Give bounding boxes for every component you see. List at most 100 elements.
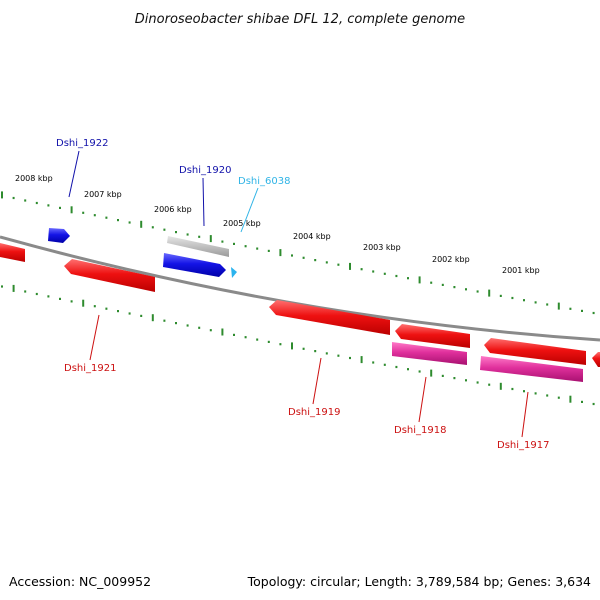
gene-label-dshi-1918[interactable]: Dshi_1918	[394, 425, 446, 436]
minor-tick	[314, 259, 317, 262]
gene-dshi-1917-arrow[interactable]	[480, 356, 583, 382]
major-tick	[151, 314, 154, 322]
minor-tick	[244, 245, 247, 248]
gene-label-dshi-6038[interactable]: Dshi_6038	[238, 176, 290, 187]
major-tick	[209, 235, 212, 243]
leader-dshi-1921	[89, 314, 100, 361]
major-tick	[499, 382, 502, 390]
minor-tick	[256, 338, 259, 341]
minor-tick	[82, 211, 85, 214]
scale-label-2006: 2006 kbp	[154, 205, 192, 214]
minor-tick	[105, 307, 108, 310]
minor-tick	[117, 219, 119, 222]
gene-dshi-1920-pseudo-arrow[interactable]	[167, 236, 229, 257]
minor-tick	[12, 196, 15, 200]
gene-dshi-1919-arrow[interactable]	[269, 300, 390, 335]
minor-tick	[70, 300, 73, 303]
minor-tick	[93, 305, 96, 308]
minor-tick	[24, 199, 27, 202]
minor-tick	[407, 368, 409, 371]
minor-tick	[430, 281, 433, 284]
minor-tick	[128, 221, 131, 224]
scale-label-2002: 2002 kbp	[432, 255, 470, 264]
scale-label-2001: 2001 kbp	[502, 266, 540, 275]
genome-summary-text: Topology: circular; Length: 3,789,584 bp…	[247, 574, 591, 589]
leader-dshi-1918	[418, 376, 427, 423]
minor-tick	[569, 307, 572, 310]
minor-tick	[325, 261, 328, 264]
minor-tick	[314, 350, 317, 353]
accession-text: Accession: NC_009952	[9, 574, 151, 589]
minor-tick	[302, 256, 305, 259]
major-tick	[70, 206, 73, 214]
genome-backbone	[0, 235, 600, 342]
major-tick	[140, 220, 143, 228]
minor-tick	[105, 216, 108, 219]
minor-tick	[372, 270, 375, 273]
minor-tick	[267, 249, 270, 252]
minor-tick	[534, 392, 537, 395]
gene-label-dshi-1917[interactable]: Dshi_1917	[497, 440, 549, 451]
minor-tick	[140, 314, 143, 317]
minor-tick	[24, 290, 27, 293]
gene-label-dshi-1920[interactable]: Dshi_1920	[179, 165, 231, 176]
minor-tick	[581, 400, 583, 403]
minor-tick	[360, 268, 363, 271]
gene-label-dshi-1922[interactable]: Dshi_1922	[56, 138, 108, 149]
minor-tick	[453, 286, 456, 289]
minor-tick	[1, 285, 3, 288]
minor-tick	[128, 312, 131, 315]
minor-tick	[581, 309, 583, 312]
minor-tick	[35, 201, 38, 205]
leader-dshi-1919	[312, 357, 322, 405]
gene-label-dshi-1919[interactable]: Dshi_1919	[288, 407, 340, 418]
minor-tick	[499, 294, 502, 297]
gene-dshi-1921-arrow[interactable]	[64, 259, 155, 292]
minor-tick	[163, 319, 166, 322]
minor-tick	[383, 272, 386, 275]
minor-tick	[476, 290, 479, 293]
minor-tick	[221, 240, 224, 243]
scale-label-2005: 2005 kbp	[223, 219, 261, 228]
minor-tick	[117, 310, 119, 313]
gene-dshi-1918-arrow[interactable]	[392, 342, 467, 365]
leader-dshi-1920	[202, 177, 205, 227]
major-tick	[430, 369, 433, 377]
major-tick	[1, 191, 3, 199]
scale-label-2003: 2003 kbp	[363, 243, 401, 252]
major-tick	[557, 302, 560, 310]
minor-tick	[395, 274, 398, 278]
major-tick	[488, 289, 491, 297]
gene-reverse-arrow-c[interactable]	[484, 338, 586, 365]
major-tick	[279, 249, 282, 257]
minor-tick	[35, 292, 38, 296]
minor-tick	[198, 235, 201, 238]
major-tick	[291, 342, 293, 350]
minor-tick	[453, 377, 456, 380]
gene-left-edge-arrow[interactable]	[0, 243, 25, 262]
minor-tick	[233, 242, 235, 245]
gene-dshi-6038-arrow[interactable]	[231, 267, 237, 278]
gene-dshi-1920-arrow[interactable]	[163, 253, 226, 277]
gene-reverse-arrow-b[interactable]	[395, 324, 470, 348]
major-tick	[360, 356, 363, 364]
minor-tick	[465, 379, 467, 382]
minor-tick	[59, 297, 61, 300]
gene-label-dshi-1921[interactable]: Dshi_1921	[64, 363, 116, 374]
minor-tick	[441, 374, 444, 377]
minor-tick	[279, 343, 282, 346]
minor-tick	[349, 356, 351, 360]
minor-tick	[523, 299, 525, 302]
minor-tick	[186, 233, 189, 236]
minor-tick	[523, 390, 525, 393]
minor-tick	[476, 381, 479, 384]
major-tick	[418, 276, 421, 284]
minor-tick	[302, 347, 305, 350]
major-tick	[569, 395, 572, 403]
minor-tick	[47, 295, 50, 298]
gene-dshi-1922-arrow[interactable]	[48, 228, 70, 243]
gene-right-edge-arrow[interactable]	[592, 352, 600, 367]
major-tick	[349, 262, 351, 270]
scale-ticks-top	[1, 191, 595, 315]
